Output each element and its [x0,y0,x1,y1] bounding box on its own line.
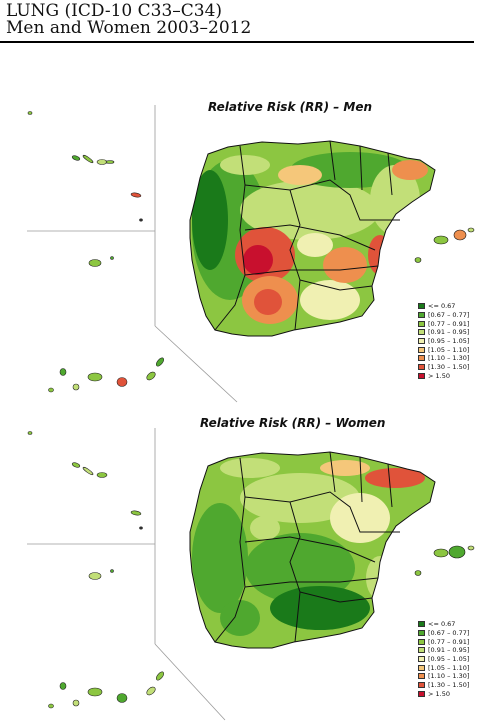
legend-swatch [418,647,425,654]
legend-label: [1.10 – 1.30] [428,672,470,681]
legend-label: [0.67 – 0.77] [428,311,470,320]
figure-header: LUNG (ICD-10 C33–C34) Men and Women 2003… [6,3,474,37]
legend-label: [1.05 – 1.10] [428,663,470,672]
canary-islands [48,357,165,393]
legend-item: [0.77 – 0.91] [418,319,469,328]
legend-swatch [418,329,425,336]
legend-swatch [418,372,425,379]
legend-label: <= 0.67 [428,302,456,311]
legend-label: [0.77 – 0.91] [428,319,470,328]
legend-label: [1.10 – 1.30] [428,354,470,363]
men-map-panel: Relative Risk (RR) – Men <= 0.67 [0.67 – … [0,90,480,410]
region-borders-women [189,451,436,649]
region-borders-men [189,140,436,337]
women-map-panel: Relative Risk (RR) – Women <= 0.67 [0.67 … [0,408,480,725]
legend-item: [1.05 – 1.10] [418,345,469,354]
legend-item: [0.95 – 1.05] [418,337,469,346]
legend-label: [0.67 – 0.77] [428,629,470,638]
figure-title: LUNG (ICD-10 C33–C34) [6,1,223,21]
iberia-choropleth-men [190,141,435,336]
legend-label: <= 0.67 [428,620,456,629]
legend-label: [0.77 – 0.91] [428,637,470,646]
inset-frame-lines [27,428,226,721]
madeira-islands [88,256,114,267]
legend-swatch [418,673,425,680]
legend-label: [0.91 – 0.95] [428,328,470,337]
legend-label: > 1.50 [428,371,450,380]
legend-item: [1.30 – 1.50] [418,681,469,690]
legend-swatch [418,638,425,645]
legend-label: [1.30 – 1.50] [428,363,470,372]
figure-subtitle: Men and Women 2003–2012 [6,18,252,38]
legend-swatch [418,355,425,362]
legend-label: > 1.50 [428,689,450,698]
legend-item: [0.77 – 0.91] [418,637,469,646]
legend-swatch [418,346,425,353]
legend-swatch [418,320,425,327]
women-map-svg [27,428,475,721]
balearic-islands [414,227,475,263]
legend-swatch [418,338,425,345]
legend-swatch [418,621,425,628]
inset-frame-lines [27,105,238,403]
legend-label: [1.05 – 1.10] [428,345,470,354]
legend-item: [0.91 – 0.95] [418,646,469,655]
legend-label: [0.91 – 0.95] [428,646,470,655]
legend-item: [1.10 – 1.30] [418,354,469,363]
canary-islands [48,671,165,709]
legend-item: [0.95 – 1.05] [418,655,469,664]
legend-item: [1.30 – 1.50] [418,363,469,372]
legend-item: <= 0.67 [418,302,469,311]
legend-item: [0.67 – 0.77] [418,629,469,638]
men-legend: <= 0.67 [0.67 – 0.77] [0.77 – 0.91] [0.91 –… [418,302,469,380]
legend-item: [0.67 – 0.77] [418,311,469,320]
legend-item: > 1.50 [418,690,469,699]
legend-item: [1.10 – 1.30] [418,672,469,681]
iberia-choropleth-women [190,452,435,648]
legend-swatch [418,312,425,319]
legend-swatch [418,656,425,663]
legend-item: [0.91 – 0.95] [418,328,469,337]
legend-label: [0.95 – 1.05] [428,655,470,664]
madeira-islands [88,569,114,580]
legend-label: [0.95 – 1.05] [428,337,470,346]
azores-islands [27,111,143,222]
legend-item: <= 0.67 [418,620,469,629]
men-map-svg [27,105,475,403]
legend-item: [1.05 – 1.10] [418,663,469,672]
men-map-title: Relative Risk (RR) – Men [207,100,373,114]
azores-islands [27,431,143,530]
legend-swatch [418,303,425,310]
legend-swatch [418,364,425,371]
legend-swatch [418,690,425,697]
balearic-islands [414,545,475,576]
legend-item: > 1.50 [418,372,469,381]
women-map-title: Relative Risk (RR) – Women [200,416,386,430]
legend-label: [1.30 – 1.50] [428,681,470,690]
legend-swatch [418,682,425,689]
legend-swatch [418,664,425,671]
women-legend: <= 0.67 [0.67 – 0.77] [0.77 – 0.91] [0.91 –… [418,620,469,698]
legend-swatch [418,630,425,637]
header-rule [0,41,474,43]
